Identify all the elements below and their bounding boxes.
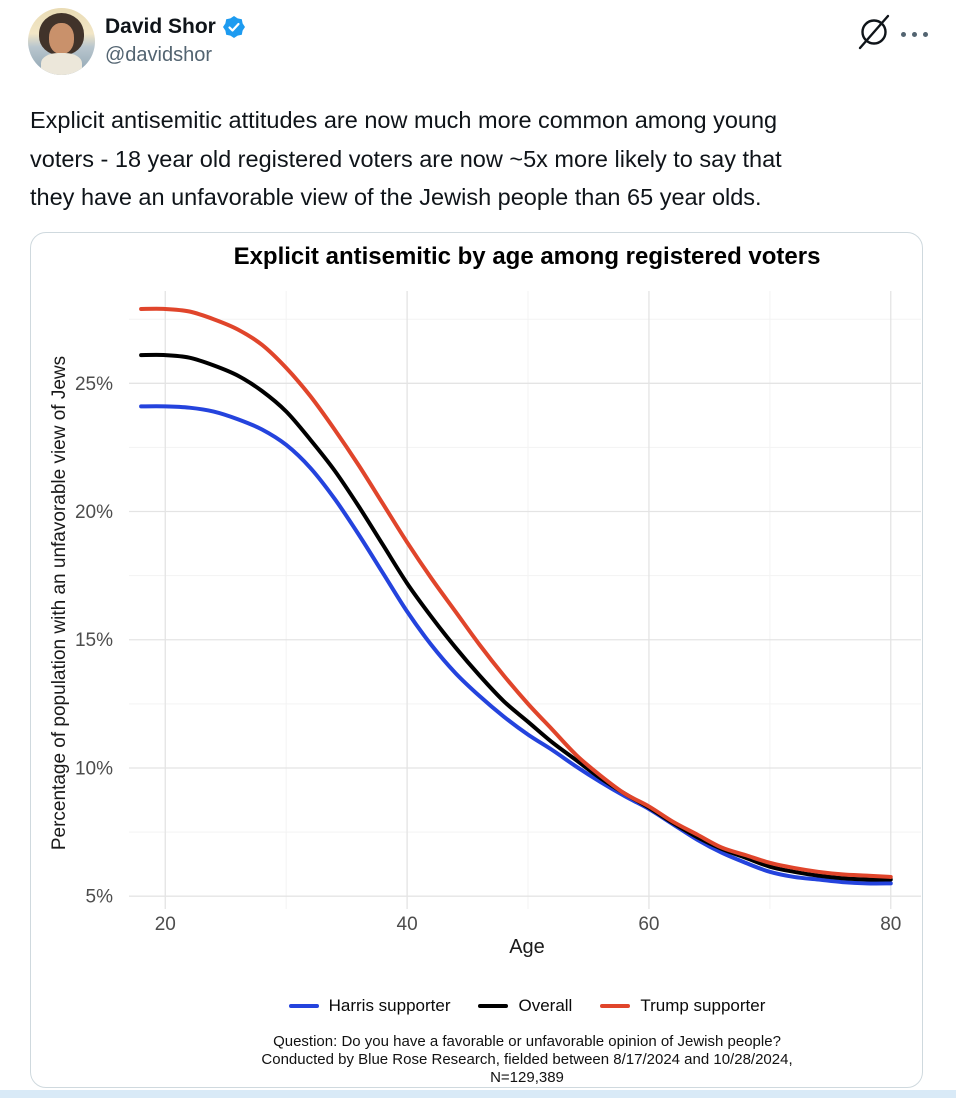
x-axis-title: Age — [509, 936, 545, 958]
caption-line: Conducted by Blue Rose Research, fielded… — [261, 1051, 793, 1068]
tweet-text-line: voters - 18 year old registered voters a… — [30, 145, 782, 172]
series-trump-supporter — [139, 306, 893, 879]
verified-badge-icon — [222, 16, 245, 38]
svg-text:5%: 5% — [86, 887, 114, 908]
svg-text:20: 20 — [155, 914, 176, 935]
svg-text:20%: 20% — [75, 502, 113, 523]
legend-item: Harris supporter — [288, 996, 451, 1016]
legend-swatch — [288, 1003, 319, 1009]
svg-text:80: 80 — [880, 914, 901, 935]
next-element-strip — [0, 1090, 956, 1098]
svg-text:40: 40 — [397, 914, 418, 935]
avatar-face — [49, 23, 74, 54]
svg-text:15%: 15% — [75, 630, 113, 651]
avatar[interactable] — [28, 8, 95, 75]
post-header: David Shor @davidshor — [0, 0, 956, 90]
legend-swatch — [478, 1003, 509, 1009]
y-axis-title: Percentage of population with an unfavor… — [49, 355, 70, 851]
caption-line: N=129,389 — [490, 1069, 564, 1086]
svg-text:10%: 10% — [75, 758, 113, 779]
legend-label: Harris supporter — [328, 996, 451, 1015]
svg-text:25%: 25% — [75, 374, 113, 395]
author-handle[interactable]: @davidshor — [105, 44, 213, 66]
chart-media-card[interactable]: Explicit antisemitic by age among regist… — [30, 232, 923, 1088]
tweet-text: Explicit antisemitic attitudes are now m… — [30, 101, 940, 217]
grok-icon[interactable] — [855, 12, 893, 52]
author-name[interactable]: David Shor — [105, 15, 216, 38]
legend-swatch — [600, 1003, 631, 1009]
chart-legend: Harris supporter Overall Trump supporter — [131, 996, 922, 1016]
tweet-text-line: they have an unfavorable view of the Jew… — [30, 184, 762, 210]
avatar-shirt — [41, 53, 82, 75]
legend-item: Trump supporter — [600, 996, 765, 1016]
legend-label: Overall — [518, 996, 573, 1015]
svg-text:60: 60 — [638, 914, 659, 935]
legend-label: Trump supporter — [640, 996, 766, 1015]
legend-item: Overall — [478, 996, 572, 1016]
chart-caption: Question: Do you have a favorable or unf… — [131, 1033, 922, 1087]
tweet-text-line: Explicit antisemitic attitudes are now m… — [30, 107, 778, 133]
series-overall — [139, 352, 893, 882]
chart-title: Explicit antisemitic by age among regist… — [233, 243, 821, 270]
series-harris-supporter — [139, 404, 893, 886]
caption-line: Question: Do you have a favorable or unf… — [273, 1033, 781, 1050]
more-menu-icon[interactable] — [901, 27, 941, 41]
